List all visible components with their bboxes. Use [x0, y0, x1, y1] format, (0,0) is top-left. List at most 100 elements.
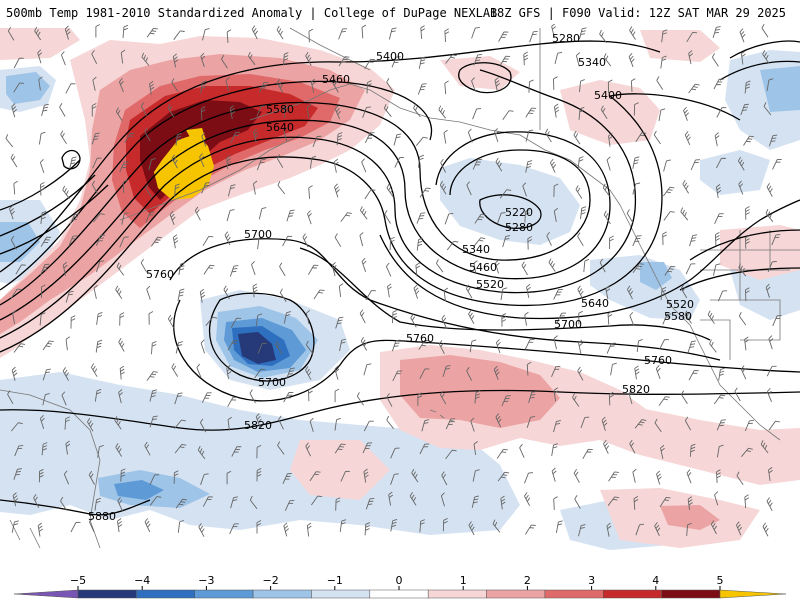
wind-barb — [305, 52, 312, 66]
wind-barb — [177, 519, 184, 533]
wind-barb — [579, 79, 585, 93]
wind-barb — [442, 365, 451, 378]
wind-barb — [334, 388, 340, 403]
wind-barb-shape — [202, 28, 210, 41]
wind-barb — [252, 128, 259, 143]
wind-barb-shape — [69, 213, 80, 225]
wind-barb — [628, 53, 635, 68]
wind-barb-shape — [735, 521, 743, 536]
wind-barb-shape — [628, 53, 635, 68]
wind-barb-shape — [226, 209, 235, 222]
wind-barb — [416, 212, 426, 224]
wind-barb — [632, 263, 644, 273]
wind-barb — [445, 418, 456, 430]
wind-barb — [744, 494, 750, 509]
wind-barb — [340, 470, 350, 482]
wind-barb-shape — [681, 390, 688, 404]
wind-barb — [497, 471, 510, 482]
wind-barb-shape — [394, 157, 405, 168]
wind-barb-shape — [286, 209, 295, 222]
wind-barb-shape — [553, 288, 563, 300]
wind-barb — [226, 29, 232, 43]
wind-barb-shape — [583, 258, 590, 272]
wind-barb — [600, 105, 608, 120]
wind-barb-shape — [601, 416, 608, 431]
wind-barb-shape — [579, 79, 585, 93]
wind-barb — [65, 83, 76, 94]
wind-barb — [39, 312, 46, 326]
wind-barb-shape — [64, 416, 71, 430]
wind-barb-shape — [712, 263, 721, 276]
wind-barb — [556, 312, 567, 324]
wind-barb-shape — [626, 209, 634, 223]
wind-barb — [688, 83, 700, 94]
wind-barb-shape — [606, 342, 616, 354]
wind-barb — [525, 129, 534, 142]
wind-barb-shape — [200, 106, 206, 120]
wind-barb — [578, 524, 586, 537]
wind-barb-shape — [33, 494, 40, 508]
wind-barb-shape — [115, 285, 123, 300]
wind-barb — [145, 184, 153, 198]
colorbar-swatch — [194, 589, 254, 599]
wind-barb — [767, 261, 777, 273]
wind-barb — [711, 53, 719, 67]
wind-barb-shape — [231, 446, 242, 457]
wind-barb-shape — [70, 315, 76, 329]
wind-barb — [308, 185, 313, 199]
warm-anomaly-max — [186, 128, 206, 144]
wind-barb-shape — [577, 156, 584, 170]
wind-barb-shape — [608, 132, 613, 147]
wind-barb — [277, 180, 286, 195]
wind-barb-shape — [334, 417, 341, 431]
wind-barb-shape — [575, 52, 581, 67]
wind-barb-shape — [364, 132, 375, 143]
wind-barb — [417, 83, 427, 95]
wind-barb-shape — [526, 283, 531, 298]
wind-barb — [653, 130, 661, 145]
wind-barb — [230, 132, 240, 143]
wind-barb-shape — [687, 340, 696, 353]
contour-line — [208, 292, 315, 382]
wind-barb — [418, 339, 430, 350]
wind-barb-shape — [417, 392, 423, 406]
wind-barb-shape — [680, 207, 689, 221]
wind-barb — [660, 55, 667, 69]
wind-barb-shape — [635, 132, 647, 143]
wind-barb — [714, 213, 724, 224]
wind-barb-shape — [580, 416, 590, 429]
wind-barb — [363, 420, 374, 432]
wind-barb-shape — [93, 284, 98, 299]
wind-barb — [551, 443, 558, 456]
wind-barb-shape — [632, 468, 637, 483]
wind-barb — [40, 263, 50, 275]
wind-barb-shape — [418, 56, 426, 69]
wind-barb — [144, 518, 151, 532]
wind-barb-shape — [338, 28, 347, 40]
wind-barb-shape — [283, 311, 291, 324]
wind-barb — [608, 132, 613, 147]
wind-barb-shape — [119, 161, 129, 173]
wind-barb-shape — [555, 520, 563, 533]
wind-barb — [96, 260, 105, 273]
wind-barb-shape — [633, 496, 639, 510]
wind-barb-shape — [683, 106, 689, 121]
wind-barb — [42, 368, 51, 381]
wind-barb — [202, 28, 210, 41]
wind-barb-shape — [199, 153, 205, 168]
wind-barb-shape — [302, 233, 309, 248]
wind-barb — [632, 468, 637, 483]
wind-barb-shape — [360, 337, 368, 351]
wind-barb-shape — [471, 27, 480, 39]
wind-barb — [765, 208, 774, 223]
colorbar-swatch — [136, 589, 195, 599]
wind-barb-shape — [388, 27, 397, 40]
wind-barb — [252, 283, 258, 298]
wind-barb — [608, 391, 614, 406]
wind-barb-shape — [768, 335, 774, 350]
wind-barb-shape — [551, 24, 557, 38]
wind-barb — [69, 156, 77, 169]
wind-barb-shape — [338, 283, 344, 298]
wind-barb — [37, 522, 44, 537]
wind-barb-shape — [603, 53, 612, 67]
